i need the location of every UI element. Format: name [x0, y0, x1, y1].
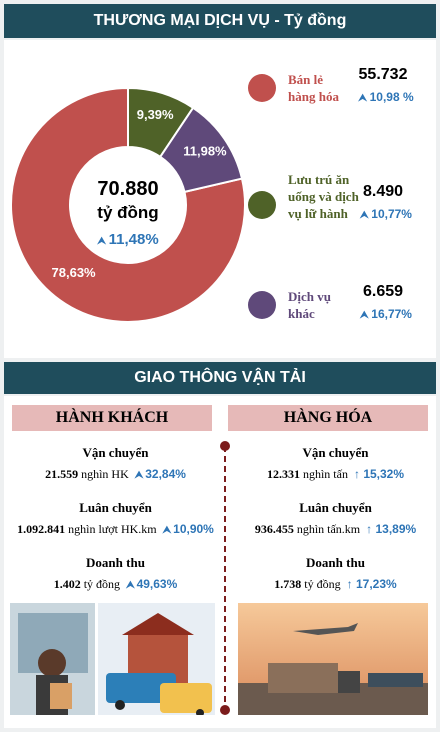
item-label: Vận chuyển: [82, 445, 149, 460]
item-growth: 15,32%: [354, 467, 404, 481]
amount: 6.659: [362, 283, 404, 300]
slice: [158, 106, 244, 194]
item-label: Vận chuyển: [302, 445, 369, 460]
item-unit: nghìn HK: [81, 467, 129, 481]
item: Luân chuyển 1.092.841 nghìn lượt HK.km 10,…: [8, 500, 223, 537]
item-label: Luân chuyển: [299, 500, 372, 515]
item: Doanh thu 1.402 tỷ đồng 49,63%: [8, 555, 223, 592]
item-value: 1.402: [53, 577, 81, 591]
section-title: THƯƠNG MẠI DỊCH VỤ - Tỷ đồng: [4, 4, 436, 38]
item-growth: 13,89%: [366, 522, 416, 536]
item-label: Doanh thu: [306, 555, 365, 570]
item-label: Doanh thu: [86, 555, 145, 570]
legend-name: Dịch vụ khác: [288, 289, 331, 321]
column-heading: HÀNG HÓA: [228, 405, 428, 431]
growth: 16,77%: [346, 307, 426, 321]
item-growth: 49,63%: [126, 577, 177, 591]
growth: 10,77%: [346, 207, 426, 221]
item-unit: tỷ đồng: [83, 577, 121, 591]
total: 70.880: [97, 178, 159, 200]
item-value: 12.331: [266, 467, 300, 481]
item-unit: tỷ đồng: [304, 577, 341, 591]
slice-label: 78,63%: [52, 265, 97, 280]
slice: [10, 86, 246, 323]
section-title: GIAO THÔNG VẬN TẢI: [4, 362, 436, 394]
item-growth: 32,84%: [135, 467, 186, 481]
slice-label: 9,39%: [137, 107, 174, 122]
legend-swatch: [248, 191, 276, 219]
legend-swatch: [248, 291, 276, 319]
slice-label: 11,98%: [183, 143, 227, 158]
item-value: 936.455: [254, 522, 294, 536]
item-unit: nghìn tấn: [302, 467, 348, 481]
item: Luân chuyển 936.455 nghìn tấn.km 13,89%: [228, 500, 440, 537]
passenger-illustration: [10, 603, 215, 715]
item-label: Luân chuyển: [79, 500, 152, 515]
growth: 11,48%: [68, 231, 188, 248]
item-value: 21.559: [45, 467, 79, 481]
legend-name: Bán lẻ hàng hóa: [288, 72, 339, 104]
item-growth: 17,23%: [347, 577, 397, 591]
legend-name: Lưu trú ăn uống và dịch vụ lữ hành: [288, 172, 359, 221]
amount: 8.490: [362, 183, 404, 200]
growth: 10,98 %: [346, 90, 426, 104]
divider: [220, 441, 230, 715]
item: Doanh thu 1.738 tỷ đồng 17,23%: [228, 555, 440, 592]
item-growth: 10,90%: [163, 522, 214, 536]
legend-swatch: [248, 74, 276, 102]
center: 70.880 tỷ đồng 11,48%: [68, 178, 188, 248]
unit: tỷ đồng: [97, 203, 159, 222]
item-value: 1.092.841: [17, 522, 66, 536]
cargo-illustration: [238, 603, 428, 715]
amount: 55.732: [358, 66, 408, 83]
donut-chart: 78,63% 9,39% 11,98%: [10, 86, 246, 323]
item-value: 1.738: [274, 577, 302, 591]
item-unit: nghìn tấn.km: [296, 522, 361, 536]
item-unit: nghìn lượt HK.km: [68, 522, 157, 536]
column-heading: HÀNH KHÁCH: [12, 405, 212, 431]
